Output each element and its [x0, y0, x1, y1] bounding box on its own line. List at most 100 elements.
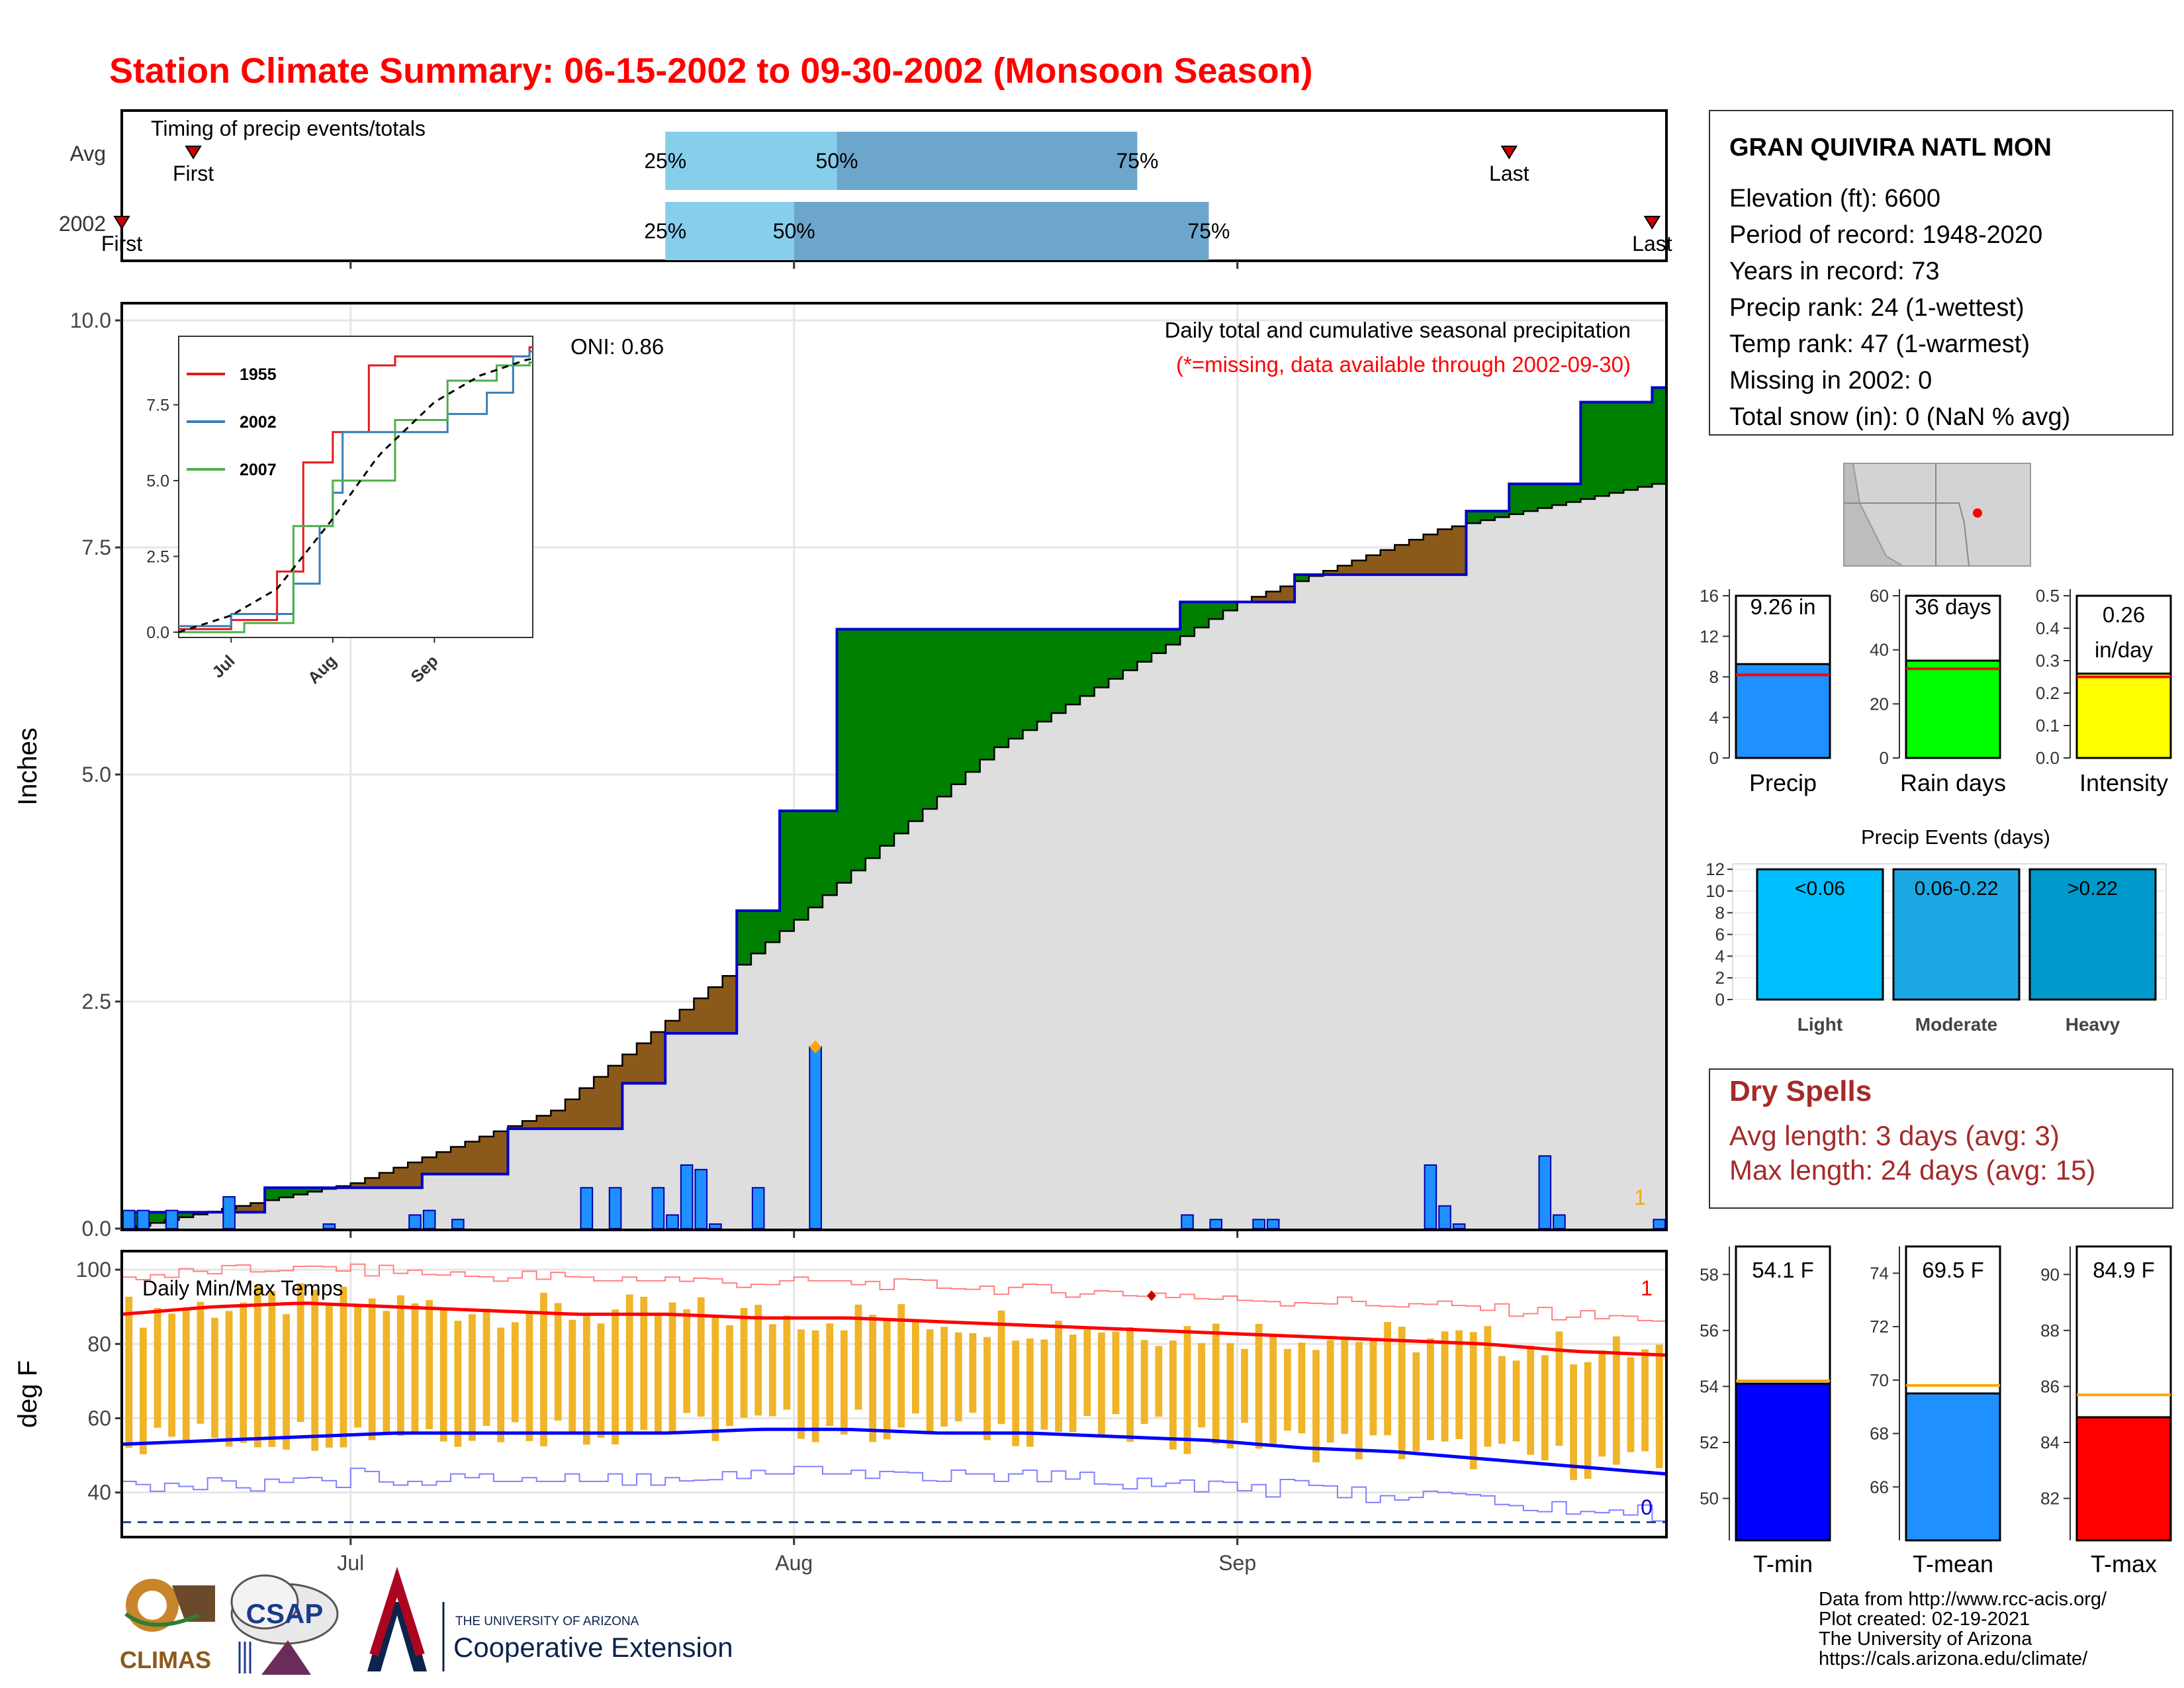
below-normal-fill: [1380, 549, 1395, 575]
tbar-y-tick-label: 74: [1870, 1263, 1889, 1283]
csap-logo-text: CSAP: [246, 1598, 324, 1629]
above-normal-fill: [1523, 483, 1539, 512]
daily-temp-range-bar: [1627, 1357, 1635, 1452]
above-normal-fill: [1295, 575, 1310, 581]
mini-y-tick-label: 0.2: [2036, 683, 2060, 703]
mini-value-label: 9.26 in: [1750, 594, 1815, 619]
above-normal-fill: [279, 1188, 294, 1197]
below-normal-fill: [551, 1110, 566, 1129]
daily-temp-range-bar: [826, 1323, 834, 1427]
daily-temp-range-bar: [954, 1332, 962, 1422]
above-normal-fill: [1165, 629, 1181, 645]
below-normal-fill: [1323, 571, 1338, 575]
timing-last-label: Last: [1632, 232, 1672, 256]
daily-temp-range-bar: [482, 1308, 490, 1426]
above-normal-fill: [837, 629, 852, 883]
daily-temp-range-bar: [983, 1336, 991, 1440]
station-line-elevation: Elevation (ft): 6600: [1729, 185, 1940, 212]
below-normal-fill: [1280, 586, 1295, 602]
timing-first-label: First: [101, 232, 142, 256]
daily-temp-range-bar: [997, 1310, 1005, 1425]
dry-spells-box: Dry Spells Avg length: 3 days (avg: 3) M…: [1709, 1068, 2173, 1209]
below-normal-fill: [379, 1172, 394, 1188]
tbar-y-tick-label: 70: [1870, 1370, 1889, 1390]
daily-temp-range-bar: [240, 1302, 248, 1443]
record-low-line: [122, 1466, 1667, 1523]
below-normal-fill: [694, 998, 709, 1034]
tbar-axis-label: T-max: [2091, 1550, 2157, 1577]
daily-temp-range-bar: [869, 1315, 876, 1442]
daily-temp-range-bar: [439, 1309, 447, 1442]
below-normal-fill: [365, 1178, 380, 1188]
below-normal-fill: [436, 1152, 451, 1174]
station-line-years: Years in record: 73: [1729, 258, 1940, 285]
mini-y-tick-label: 8: [1709, 667, 1719, 687]
tbar-T-min: [1735, 1382, 1831, 1542]
daily-precip-bar: [222, 1196, 236, 1229]
daily-temp-range-bar: [225, 1311, 233, 1447]
above-normal-fill: [1594, 402, 1610, 496]
daily-temp-range-bar: [1212, 1323, 1220, 1444]
daily-temp-range-bar: [969, 1333, 977, 1413]
mini-y-tick-label: 4: [1709, 708, 1719, 727]
station-name: GRAN QUIVIRA NATL MON: [1729, 134, 2052, 162]
below-normal-fill: [465, 1141, 480, 1174]
above-normal-fill: [1566, 483, 1581, 502]
daily-temp-range-bar: [797, 1329, 805, 1439]
events-bar-Light: [1756, 868, 1884, 1001]
daily-temp-range-bar: [883, 1321, 891, 1440]
daily-temp-range-bar: [655, 1313, 662, 1435]
daily-temp-range-bar: [1312, 1350, 1320, 1463]
daily-precip-bar: [122, 1209, 136, 1230]
ua-logo: THE UNIVERSITY OF ARIZONA Cooperative Ex…: [367, 1566, 733, 1671]
oni-label: ONI: 0.86: [570, 334, 664, 359]
daily-temp-range-bar: [325, 1304, 333, 1448]
temps-count-high: 1: [1641, 1276, 1653, 1300]
temp-summary-bars: 54.1 F T-min 50 52 54 56 58 69.5 F T-mean 66 68 70 7…: [1700, 1245, 2172, 1577]
record-marker: [1147, 1290, 1156, 1301]
daily-temp-range-bar: [1427, 1338, 1434, 1440]
daily-temp-range-bar: [1241, 1348, 1248, 1423]
below-normal-fill: [1265, 591, 1281, 602]
mini-y-tick-label: 0.0: [2036, 748, 2060, 768]
above-normal-fill: [880, 629, 895, 846]
below-normal-fill: [1251, 596, 1267, 602]
below-normal-fill: [451, 1147, 466, 1174]
daily-temp-range-bar: [554, 1303, 562, 1421]
daily-temp-range-bar: [1255, 1323, 1263, 1449]
above-normal-fill: [1094, 629, 1109, 688]
daily-temp-range-bar: [154, 1307, 161, 1428]
mini-y-tick-label: 16: [1700, 586, 1719, 606]
daily-precip-bar: [580, 1187, 594, 1230]
temp-y-tick-label: 40: [87, 1481, 111, 1505]
events-bar-Heavy: [2028, 868, 2157, 1001]
daily-temp-range-bar: [1469, 1332, 1477, 1470]
daily-temp-range-bar: [253, 1286, 261, 1448]
mini-bar-Rain days: [1905, 659, 2001, 759]
inset-legend-label: 1955: [240, 365, 277, 384]
inset-y-tick-label: 2.5: [146, 548, 169, 567]
mini-y-tick-label: 0.3: [2036, 651, 2060, 671]
above-normal-fill: [1194, 602, 1210, 628]
daily-temp-range-bar: [1341, 1336, 1349, 1434]
tbar-value-label: 54.1 F: [1752, 1258, 1814, 1282]
above-normal-fill: [1051, 629, 1066, 714]
above-normal-fill: [951, 629, 966, 784]
below-normal-fill: [722, 976, 737, 1034]
below-normal-fill: [1437, 529, 1453, 575]
climas-logo-text: CLIMAS: [120, 1646, 211, 1673]
daily-temp-range-bar: [1040, 1339, 1048, 1430]
daily-temp-range-bar: [1570, 1364, 1577, 1480]
temp-y-tick-label: 60: [87, 1406, 111, 1430]
events-y-tick-label: 6: [1715, 925, 1725, 945]
ua-logo-big: Cooperative Extension: [453, 1632, 733, 1663]
max-daily-marker: [809, 1040, 822, 1054]
above-normal-fill: [1208, 602, 1224, 620]
above-normal-fill: [979, 629, 995, 760]
daily-temp-range-bar: [1369, 1339, 1377, 1436]
page-title: Station Climate Summary: 06-15-2002 to 0…: [109, 51, 1313, 91]
daily-temp-range-bar: [469, 1314, 476, 1441]
footer-line-university: The University of Arizona: [1819, 1628, 2032, 1650]
daily-precip-bar: [1424, 1164, 1437, 1229]
